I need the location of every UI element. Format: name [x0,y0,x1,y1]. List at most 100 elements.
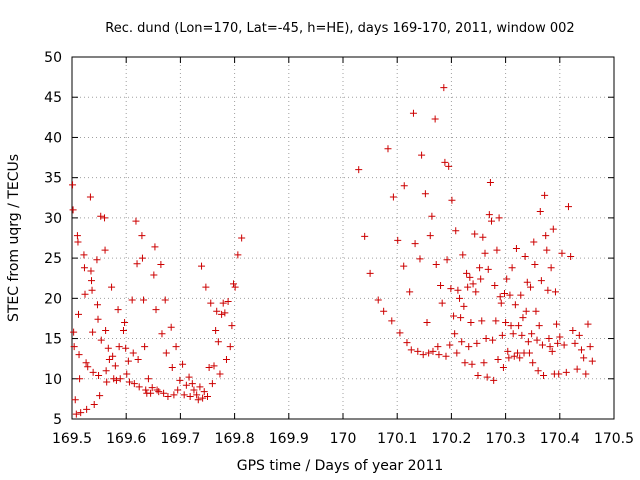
data-point-plus-marker [204,392,211,400]
data-point-plus-marker [140,296,148,304]
data-point-plus-marker [130,380,138,388]
data-point-plus-marker [414,347,422,355]
data-point-plus-marker [132,217,140,225]
data-point-plus-marker [389,193,397,201]
data-point-plus-marker [90,401,98,409]
data-point-plus-marker [423,318,431,326]
data-point-plus-marker [75,351,83,359]
data-point-plus-marker [101,246,109,254]
data-point-plus-marker [101,214,109,222]
data-point-plus-marker [468,360,476,368]
data-point-plus-marker [108,283,116,291]
data-point-plus-marker [480,359,488,367]
data-point-plus-marker [403,339,411,347]
x-tick-label: 169.8 [215,431,255,447]
data-point-plus-marker [477,275,485,283]
data-point-plus-marker [210,362,218,370]
x-tick-label: 170 [330,431,357,447]
data-point-plus-marker [573,365,581,373]
data-point-plus-marker [411,240,419,248]
data-point-plus-marker [87,267,95,275]
data-point-plus-marker [97,212,105,220]
data-point-plus-marker [221,309,229,317]
data-point-plus-marker [435,351,443,359]
data-point-plus-marker [464,283,472,291]
data-point-plus-marker [461,359,469,367]
data-point-plus-marker [523,278,531,286]
data-point-plus-marker [537,277,545,285]
data-point-plus-marker [541,191,549,199]
data-point-plus-marker [222,355,230,363]
data-point-plus-marker [119,327,127,335]
data-point-plus-marker [564,203,572,211]
data-point-plus-marker [95,372,103,380]
data-point-plus-marker [234,251,242,259]
data-point-plus-marker [73,232,81,240]
x-tick-label: 170.1 [377,431,417,447]
data-point-plus-marker [492,317,500,325]
data-point-plus-marker [388,317,396,325]
data-point-plus-marker [476,264,484,272]
x-axis-ticks: 169.5 169.6 169.7 169.8 169.9 170 170.1 170.2 17… [52,57,634,447]
data-point-plus-marker [406,288,414,296]
data-point-plus-marker [534,367,542,375]
data-point-plus-marker [489,336,497,344]
data-point-plus-marker [123,370,131,378]
data-point-plus-marker [466,273,474,281]
data-point-plus-marker [116,375,124,383]
data-point-plus-marker [441,158,449,166]
data-point-plus-marker [151,243,159,251]
data-point-plus-marker [456,294,464,302]
x-tick-label: 170.4 [540,431,580,447]
data-point-plus-marker [396,329,404,337]
data-point-plus-marker [428,212,436,220]
data-point-plus-marker [567,253,575,261]
data-point-plus-marker [152,306,160,314]
data-point-plus-marker [88,286,96,294]
data-point-plus-marker [102,367,110,375]
data-point-plus-marker [501,290,509,298]
data-point-plus-marker [89,368,97,376]
data-point-plus-marker [584,320,592,328]
data-point-plus-marker [134,355,142,363]
data-point-plus-marker [80,251,88,259]
data-point-plus-marker [96,392,104,400]
data-point-plus-marker [205,364,213,372]
data-point-plus-marker [569,327,577,335]
data-point-plus-marker [224,298,232,306]
data-point-plus-marker [556,333,564,341]
data-point-plus-marker [94,315,102,323]
data-point-plus-marker [93,256,101,264]
data-point-plus-marker [199,394,207,402]
data-point-plus-marker [77,409,85,417]
x-tick-label: 170.5 [594,431,634,447]
data-point-plus-marker [429,347,437,355]
data-point-plus-marker [582,370,590,378]
data-point-plus-marker [546,343,554,351]
data-point-plus-marker [503,275,511,283]
data-point-plus-marker [172,343,180,351]
data-point-plus-marker [176,376,184,384]
y-axis-label: STEC from uqrg / TECUs [6,154,22,322]
data-point-plus-marker [575,331,583,339]
data-point-plus-marker [506,291,514,299]
data-point-plus-marker [445,162,453,170]
data-point-plus-marker [155,388,163,396]
data-point-plus-marker [530,238,538,246]
data-point-plus-marker [478,317,486,325]
data-point-plus-marker [524,338,532,346]
data-point-plus-marker [230,280,238,288]
data-point-plus-marker [494,355,502,363]
data-point-plus-marker [409,109,417,117]
data-point-plus-marker [512,244,520,252]
data-point-plus-marker [555,370,563,378]
data-point-plus-marker [231,283,239,291]
data-point-plus-marker [138,232,146,240]
data-point-plus-marker [193,391,201,399]
data-point-plus-marker [540,372,548,380]
data-point-plus-marker [560,341,568,349]
data-point-plus-marker [527,283,535,291]
x-tick-label: 170.3 [486,431,526,447]
data-point-plus-marker [515,322,523,330]
